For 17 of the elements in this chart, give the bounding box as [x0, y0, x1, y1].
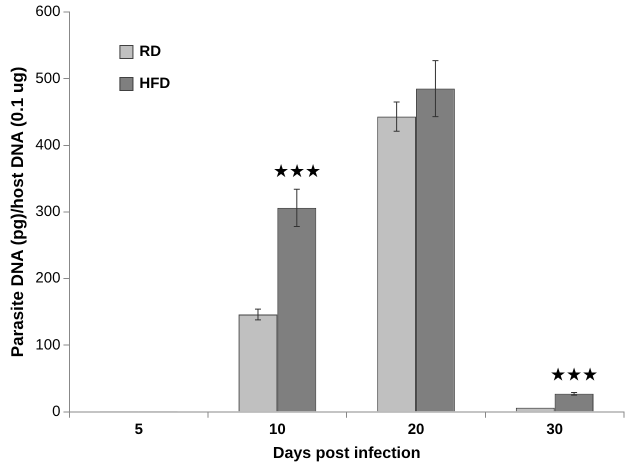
legend-label: HFD [139, 75, 170, 92]
y-axis-title: Parasite DNA (pg)/host DNA (0.1 ug) [8, 66, 27, 358]
y-tick-label: 300 [35, 203, 60, 220]
x-tick-label: 10 [269, 420, 286, 438]
legend-label: RD [139, 43, 162, 60]
y-tick-label: 200 [35, 270, 60, 287]
x-tick-label: 30 [546, 420, 564, 438]
y-tick-label: 100 [35, 336, 60, 354]
annotation: ★★★ [272, 161, 321, 182]
y-tick-label: 400 [35, 136, 60, 154]
x-tick-label: 20 [408, 420, 424, 438]
x-axis-title: Days post infection [272, 444, 421, 462]
y-tick-label: 600 [35, 3, 60, 20]
x-tick-label: 5 [134, 420, 143, 438]
annotation: ★★★ [550, 364, 598, 384]
y-tick-label: 0 [52, 402, 60, 420]
y-tick-label: 500 [35, 70, 60, 87]
